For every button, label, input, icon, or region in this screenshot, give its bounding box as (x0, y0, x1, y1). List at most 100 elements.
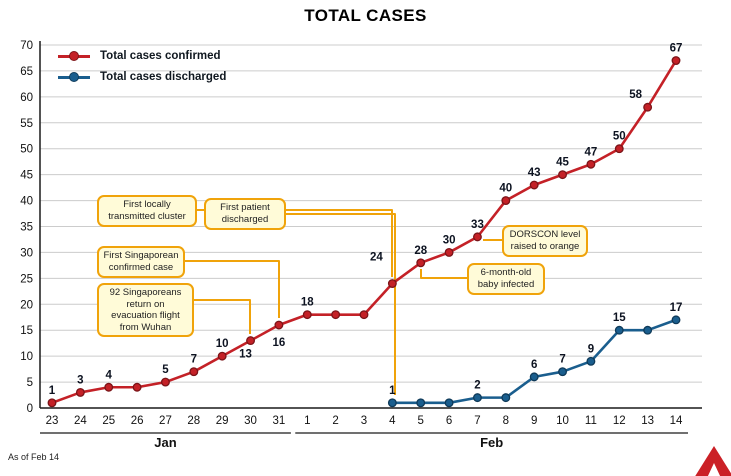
data-point-label: 3 (77, 374, 83, 386)
data-point-label: 2 (474, 380, 480, 392)
data-point-marker (331, 310, 341, 320)
discharged-series-marker-icon (58, 75, 90, 79)
legend-label-discharged: Total cases discharged (100, 71, 227, 83)
data-point-marker (558, 367, 567, 377)
x-axis-tick-label: 28 (187, 415, 200, 427)
x-axis-tick-label: 26 (131, 415, 144, 427)
data-point-label: 7 (191, 354, 197, 366)
chart-title: TOTAL CASES (304, 6, 427, 25)
data-point-label: 18 (301, 297, 314, 309)
data-point-marker (302, 310, 312, 320)
annotation-first-local-cluster: First locally transmitted cluster (97, 195, 197, 227)
data-point-marker (586, 159, 596, 169)
data-point-marker (359, 310, 369, 320)
data-point-marker (501, 393, 511, 403)
data-point-label: 1 (389, 385, 396, 397)
data-point-marker (246, 336, 255, 346)
data-point-marker (558, 170, 567, 180)
y-axis-tick-label: 20 (20, 299, 33, 311)
data-point-label: 67 (670, 43, 683, 55)
chart-legend: Total cases confirmed Total cases discha… (58, 50, 226, 83)
data-point-label: 30 (443, 234, 456, 246)
data-point-label: 15 (613, 312, 626, 324)
x-axis-tick-label: 4 (389, 415, 396, 427)
data-point-marker (189, 367, 199, 377)
y-axis-tick-label: 45 (20, 170, 33, 182)
x-axis-tick-label: 13 (641, 415, 654, 427)
data-point-marker (387, 398, 397, 408)
y-axis-tick-label: 10 (20, 351, 33, 363)
data-point-label: 50 (613, 131, 626, 143)
data-point-label: 58 (629, 89, 642, 101)
y-axis-tick-label: 55 (20, 118, 33, 130)
x-axis-tick-label: 30 (244, 415, 257, 427)
y-axis-tick-label: 0 (27, 403, 33, 415)
data-point-marker (416, 258, 426, 268)
data-point-label: 9 (588, 343, 594, 355)
data-point-label: 33 (471, 219, 484, 231)
legend-label-confirmed: Total cases confirmed (100, 50, 221, 62)
data-point-label: 16 (273, 337, 286, 349)
annotation-connector (185, 260, 280, 318)
annotation-dorscon-orange: DORSCON level raised to orange (502, 225, 588, 257)
y-axis-tick-label: 15 (20, 325, 33, 337)
legend-item-discharged: Total cases discharged (58, 71, 226, 83)
data-point-label: 1 (49, 385, 56, 397)
x-axis-month-label: Feb (480, 435, 503, 450)
data-point-marker (416, 398, 426, 408)
data-point-marker (444, 247, 454, 257)
as-of-note: As of Feb 14 (8, 452, 60, 462)
y-axis-tick-label: 70 (20, 40, 33, 52)
data-point-marker (529, 180, 539, 190)
data-point-marker (671, 315, 681, 325)
data-point-label: 24 (370, 252, 383, 264)
annotation-connector (420, 269, 467, 279)
data-point-marker (614, 325, 624, 335)
y-axis-tick-label: 5 (27, 377, 33, 389)
data-point-label: 45 (556, 157, 569, 169)
annotation-first-singaporean-case: First Singaporean confirmed case (97, 246, 185, 278)
data-point-label: 43 (528, 167, 541, 179)
data-point-marker (132, 382, 142, 392)
annotation-evacuation-flight: 92 Singaporeans return on evacuation fli… (97, 283, 194, 338)
x-axis-tick-label: 12 (613, 415, 626, 427)
x-axis-month-label: Jan (154, 435, 176, 450)
x-axis-tick-label: 5 (418, 415, 424, 427)
x-axis-tick-label: 14 (670, 415, 683, 427)
cna-logo-icon (695, 446, 731, 476)
y-axis-tick-label: 50 (20, 144, 33, 156)
confirmed-series-marker-icon (58, 54, 90, 58)
data-point-marker (274, 320, 284, 330)
y-axis-tick-label: 35 (20, 222, 33, 234)
x-axis-tick-label: 8 (503, 415, 509, 427)
y-axis-tick-label: 40 (20, 196, 33, 208)
data-point-marker (473, 232, 482, 242)
y-axis-tick-label: 65 (20, 66, 33, 78)
data-point-label: 5 (162, 364, 169, 376)
x-axis-tick-label: 2 (332, 415, 338, 427)
annotation-first-patient-discharged: First patient discharged (204, 198, 286, 230)
x-axis-tick-label: 6 (446, 415, 452, 427)
y-axis-tick-label: 30 (20, 247, 33, 259)
data-point-label: 4 (106, 369, 113, 381)
y-axis-tick-label: 25 (20, 273, 33, 285)
data-point-label: 6 (531, 359, 537, 371)
data-point-label: 40 (499, 183, 512, 195)
x-axis-tick-label: 29 (216, 415, 229, 427)
data-point-marker (586, 356, 596, 366)
data-point-marker (614, 144, 624, 154)
legend-item-confirmed: Total cases confirmed (58, 50, 226, 62)
data-point-marker (387, 279, 397, 288)
annotation-connector (286, 213, 396, 395)
x-axis-tick-label: 1 (304, 415, 310, 427)
x-axis-tick-label: 7 (474, 415, 480, 427)
x-axis-tick-label: 3 (361, 415, 367, 427)
y-axis-tick-label: 60 (20, 92, 33, 104)
data-point-marker (501, 196, 511, 206)
data-point-label: 7 (559, 354, 565, 366)
data-point-marker (104, 382, 114, 392)
data-point-marker (643, 325, 653, 335)
data-point-marker (473, 393, 482, 403)
x-axis-tick-label: 23 (46, 415, 59, 427)
